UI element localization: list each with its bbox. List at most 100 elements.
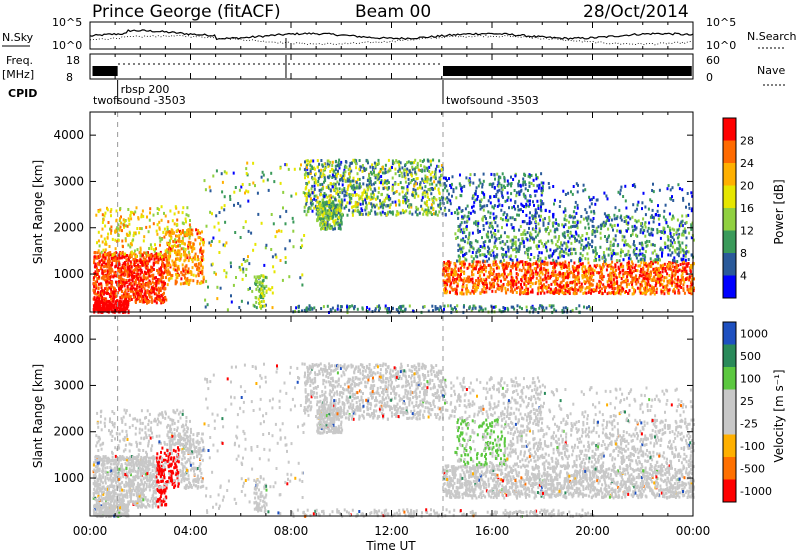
range-gate-cell bbox=[316, 183, 319, 187]
range-gate-cell bbox=[463, 220, 466, 224]
range-gate-cell bbox=[108, 269, 111, 273]
range-gate-cell bbox=[93, 258, 96, 262]
range-gate-cell bbox=[239, 268, 242, 272]
range-gate-cell bbox=[146, 296, 148, 300]
range-gate-cell bbox=[134, 275, 137, 279]
range-gate-cell bbox=[113, 308, 116, 311]
range-gate-cell bbox=[503, 278, 506, 281]
range-gate-cell bbox=[225, 171, 228, 175]
range-gate-cell bbox=[471, 273, 474, 277]
range-gate-cell bbox=[559, 283, 561, 287]
range-gate-cell bbox=[235, 276, 237, 279]
range-gate-cell bbox=[139, 250, 142, 254]
range-gate-cell bbox=[535, 270, 537, 274]
range-gate-cell bbox=[439, 183, 442, 187]
range-gate-cell bbox=[649, 264, 652, 268]
range-gate-cell bbox=[279, 181, 282, 185]
range-gate-cell bbox=[478, 250, 480, 254]
range-gate-cell bbox=[500, 246, 503, 250]
range-gate-cell bbox=[96, 292, 99, 296]
range-gate-cell bbox=[191, 248, 194, 252]
range-gate-cell bbox=[536, 247, 539, 251]
range-gate-cell bbox=[511, 226, 514, 230]
range-gate-cell bbox=[622, 273, 625, 277]
range-gate-cell bbox=[446, 279, 449, 283]
range-gate-cell bbox=[343, 173, 346, 177]
range-gate-cell bbox=[100, 293, 102, 297]
range-gate-cell bbox=[657, 217, 660, 221]
range-gate-cell bbox=[524, 261, 527, 264]
range-gate-cell bbox=[100, 250, 103, 254]
range-gate-cell bbox=[463, 265, 466, 269]
range-gate-cell bbox=[126, 305, 129, 309]
range-gate-cell bbox=[121, 239, 124, 243]
range-gate-cell bbox=[384, 180, 387, 184]
range-gate-cell bbox=[660, 290, 663, 294]
range-gate-cell bbox=[380, 202, 383, 206]
range-gate-cell bbox=[96, 241, 98, 245]
range-gate-cell bbox=[482, 278, 485, 282]
range-gate-cell bbox=[193, 263, 196, 267]
range-gate-cell bbox=[101, 213, 104, 217]
range-gate-cell bbox=[516, 260, 519, 264]
range-gate-cell bbox=[442, 270, 445, 274]
range-gate-cell bbox=[371, 205, 374, 209]
range-gate-cell bbox=[684, 266, 687, 270]
range-gate-cell bbox=[99, 208, 102, 212]
range-gate-cell bbox=[153, 262, 155, 266]
range-gate-cell bbox=[644, 250, 647, 254]
range-gate-cell bbox=[386, 193, 389, 197]
range-gate-cell bbox=[391, 166, 393, 169]
range-gate-cell bbox=[631, 277, 634, 281]
range-gate-cell bbox=[261, 288, 264, 292]
range-gate-cell bbox=[430, 213, 433, 216]
range-gate-cell bbox=[174, 251, 176, 254]
range-gate-cell bbox=[348, 201, 351, 205]
range-gate-cell bbox=[358, 182, 361, 186]
range-gate-cell bbox=[479, 245, 482, 248]
range-gate-cell bbox=[541, 289, 544, 293]
range-gate-cell bbox=[130, 250, 133, 254]
range-gate-cell bbox=[538, 274, 541, 277]
range-gate-cell bbox=[517, 280, 520, 284]
range-gate-cell bbox=[242, 270, 245, 274]
range-gate-cell bbox=[661, 283, 664, 287]
range-gate-cell bbox=[588, 246, 590, 250]
range-gate-cell bbox=[613, 283, 616, 287]
range-gate-cell bbox=[138, 231, 141, 235]
range-gate-cell bbox=[253, 275, 256, 279]
range-gate-cell bbox=[379, 170, 382, 174]
range-gate-cell bbox=[483, 260, 486, 264]
range-gate-cell bbox=[645, 291, 648, 295]
range-gate-cell bbox=[570, 259, 573, 263]
range-gate-cell bbox=[432, 201, 435, 205]
range-gate-cell bbox=[478, 230, 481, 233]
range-gate-cell bbox=[658, 274, 661, 278]
range-gate-cell bbox=[161, 255, 163, 259]
range-gate-cell bbox=[345, 160, 348, 164]
range-gate-cell bbox=[329, 194, 332, 198]
range-gate-cell bbox=[558, 235, 561, 238]
range-gate-cell bbox=[331, 173, 334, 177]
range-gate-cell bbox=[529, 264, 532, 268]
range-gate-cell bbox=[640, 274, 643, 278]
range-gate-cell bbox=[491, 289, 494, 293]
range-gate-cell bbox=[471, 277, 474, 281]
range-gate-cell bbox=[134, 231, 137, 235]
range-gate-cell bbox=[94, 251, 97, 255]
range-gate-cell bbox=[679, 263, 682, 266]
range-gate-cell bbox=[284, 260, 287, 264]
range-gate-cell bbox=[351, 179, 354, 183]
range-gate-cell bbox=[578, 265, 581, 269]
range-gate-cell bbox=[442, 279, 445, 283]
range-gate-cell bbox=[212, 236, 215, 240]
range-gate-cell bbox=[574, 224, 577, 228]
range-gate-cell bbox=[593, 269, 596, 273]
range-gate-cell bbox=[548, 215, 551, 219]
range-gate-cell bbox=[350, 169, 353, 173]
range-gate-cell bbox=[313, 194, 316, 198]
range-gate-cell bbox=[92, 278, 95, 281]
range-gate-cell bbox=[255, 287, 258, 291]
range-gate-cell bbox=[259, 296, 262, 299]
range-gate-cell bbox=[596, 282, 599, 286]
